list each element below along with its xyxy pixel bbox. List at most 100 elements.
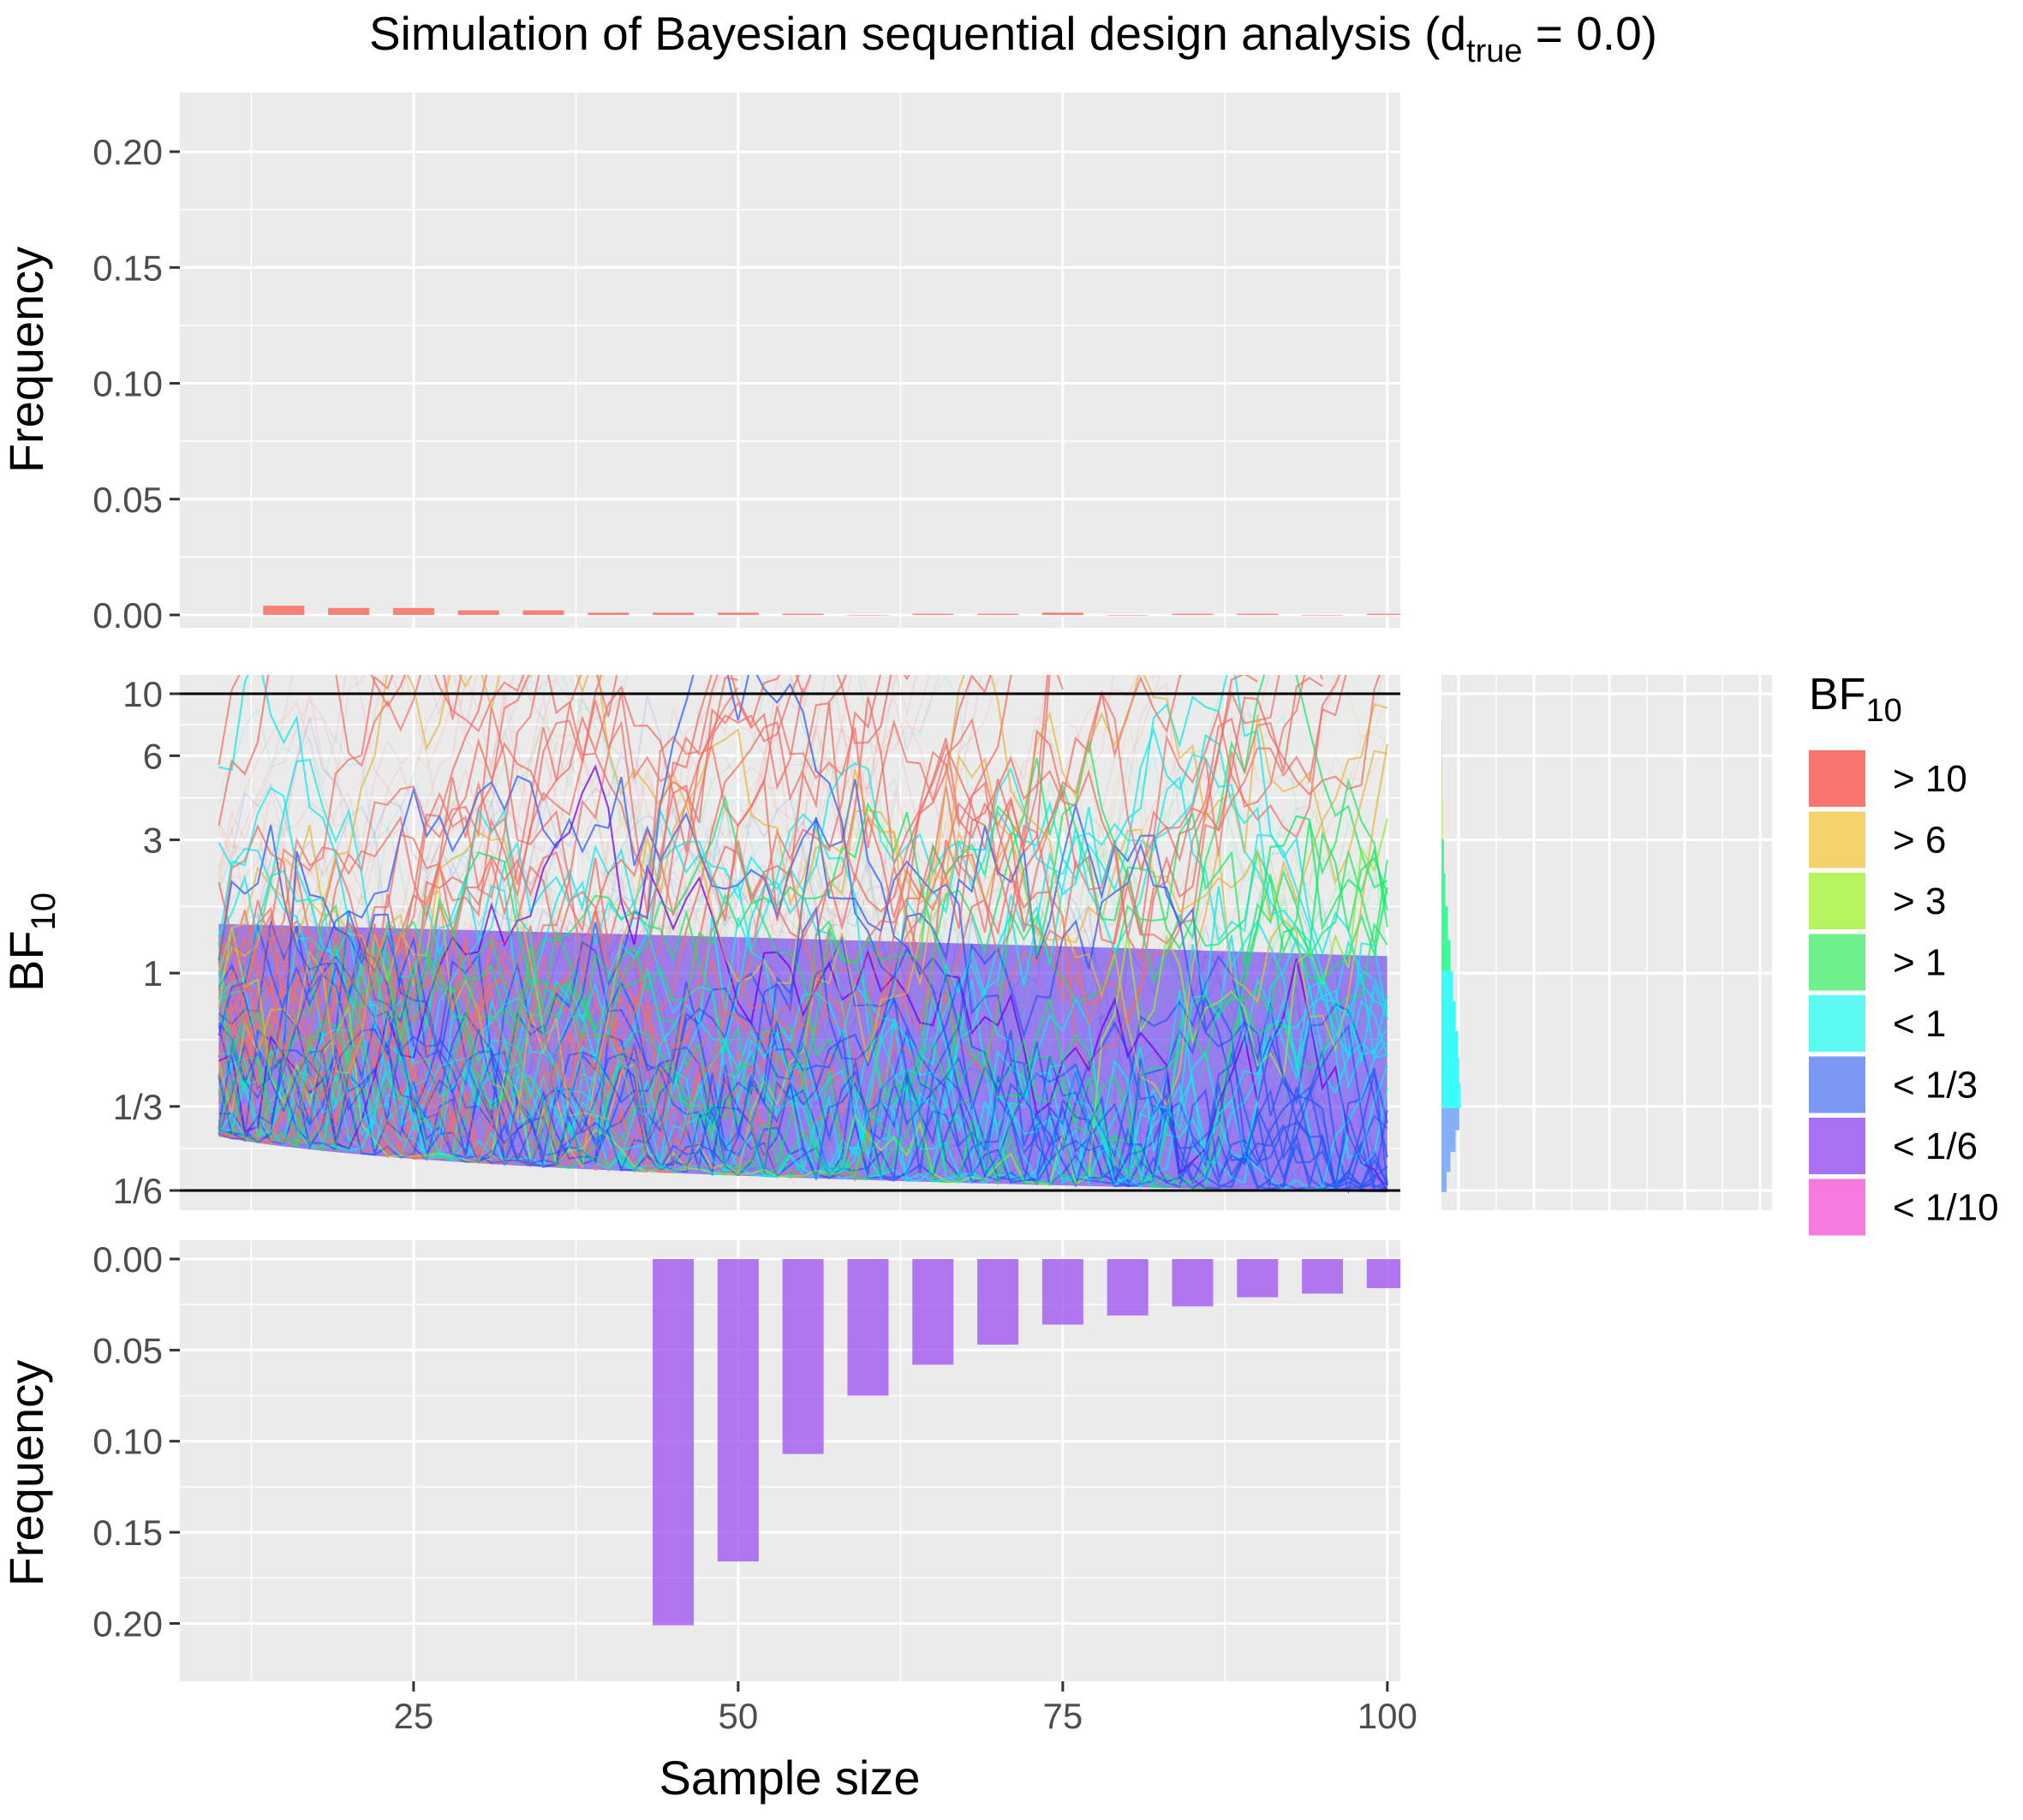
trajectory-line (218, 675, 848, 1065)
top-histogram-bar (328, 607, 370, 615)
trajectory-line (218, 757, 1388, 1179)
trajectory-line (218, 811, 1388, 1183)
trajectory-line (218, 686, 739, 1165)
trajectory-line (218, 675, 1323, 1174)
trajectory-line (218, 675, 910, 1159)
trajectory-line (218, 675, 1323, 1174)
trajectory-line (218, 675, 1388, 1184)
trajectory-line (218, 815, 1388, 1189)
trajectory-line (218, 675, 1347, 1150)
trajectory-line (218, 935, 1388, 1190)
bottom-x-axis: 25 50 75 100 (394, 1681, 1417, 1736)
trajectory-line (218, 818, 1388, 1186)
trajectory-line (218, 937, 1388, 1186)
trajectory-line (218, 675, 1388, 1188)
trajectory-line (218, 675, 848, 1065)
trajectory-line (218, 764, 1388, 1192)
legend-label: > 1 (1893, 942, 1946, 984)
trajectory-line (218, 818, 1388, 1186)
trajectory-line (218, 811, 1388, 1183)
trajectory-line (218, 675, 1323, 1174)
trajectory-line (218, 675, 1388, 1180)
trajectory-line (218, 726, 1388, 1175)
trajectory-line (218, 872, 1388, 1181)
trajectory-line (218, 675, 800, 1145)
trajectory-line (218, 675, 800, 1145)
trajectory-line (218, 825, 1388, 1190)
trajectory-line (218, 815, 1388, 1189)
trajectory-line (218, 731, 1388, 1165)
trajectory-line (218, 675, 1388, 1184)
trajectory-line (218, 775, 1388, 1189)
trajectory-line (218, 675, 848, 1065)
trajectory-line (218, 811, 1388, 1183)
trajectory-line (218, 675, 582, 1139)
density-bar (1441, 720, 1442, 758)
trajectory-line (218, 850, 1388, 1190)
trajectory-line (218, 675, 582, 1139)
trajectory-line (218, 817, 1388, 1190)
trajectory-line (218, 954, 1388, 1179)
trajectory-line (218, 885, 1388, 1190)
top-panel-background (180, 92, 1400, 628)
density-bar (1441, 799, 1443, 839)
trajectory-line (218, 817, 1388, 1190)
x-tick-label: 75 (1042, 1696, 1083, 1736)
legend-items: > 10 > 6 > 3 > 1 < 1 < 1/3 < 1/6 < 1/10 (1809, 750, 1999, 1236)
trajectory-line (218, 935, 1388, 1190)
trajectory-line (218, 881, 1388, 1191)
trajectory-line (218, 675, 488, 1055)
legend-label: < 1/3 (1893, 1065, 1978, 1107)
trajectory-line (218, 675, 848, 1065)
trajectory-line (218, 750, 1388, 1144)
trajectory-line (218, 825, 1388, 1190)
trajectory-line (218, 675, 881, 1166)
top-y-axis-title: Frequency (0, 247, 53, 474)
trajectory-line (218, 818, 1388, 1186)
trajectory-line (218, 881, 1388, 1191)
trajectory-line (218, 825, 1388, 1190)
density-bar (1441, 1000, 1456, 1031)
trajectory-line (218, 675, 1340, 1171)
trajectory-line (218, 872, 1388, 1181)
trajectory-line (218, 675, 1388, 1169)
trajectory-line (218, 675, 1388, 989)
trajectory-line (218, 675, 1012, 1183)
trajectory-line (218, 842, 1388, 1186)
top-histogram-bar (653, 612, 695, 615)
trajectory-line (218, 675, 1388, 1180)
trajectory-line (218, 825, 1388, 1190)
top-histogram-bar (1302, 615, 1344, 616)
trajectory-line (218, 675, 1258, 1177)
trajectory-line (218, 675, 1183, 1173)
trajectory-line (218, 675, 800, 1145)
trajectory-line (218, 675, 1347, 1150)
trajectory-line (218, 675, 1306, 1140)
trajectory-line (218, 686, 739, 1165)
trajectory-line (218, 775, 1388, 1189)
trajectory-line (218, 794, 1388, 1190)
trajectory-line (218, 675, 603, 988)
trajectory-line (218, 821, 1388, 1184)
trajectory-line (218, 675, 1388, 1180)
trajectory-line (218, 934, 1388, 1189)
trajectory-line (218, 675, 719, 1082)
trajectory-line (218, 921, 1388, 1187)
trajectory-line (218, 815, 1388, 1189)
trajectory-line (218, 675, 582, 1139)
trajectory-line (218, 872, 1388, 1181)
trajectory-line (218, 676, 739, 1084)
trajectory-line (218, 675, 1347, 1150)
trajectory-line (218, 675, 852, 1137)
x-axis-title: Sample size (659, 1751, 920, 1805)
trajectory-line (218, 698, 1388, 1174)
trajectory-line (218, 675, 940, 1166)
y-tick-label: 1/6 (113, 1171, 163, 1211)
trajectory-line (218, 965, 1388, 1195)
trajectory-line (218, 799, 1388, 1192)
legend-label: < 1/6 (1893, 1125, 1978, 1167)
trajectory-line (218, 937, 1388, 1186)
trajectory-line (218, 794, 1388, 1190)
trajectory-line (218, 733, 1388, 1183)
y-tick-label: 1/3 (113, 1087, 163, 1127)
